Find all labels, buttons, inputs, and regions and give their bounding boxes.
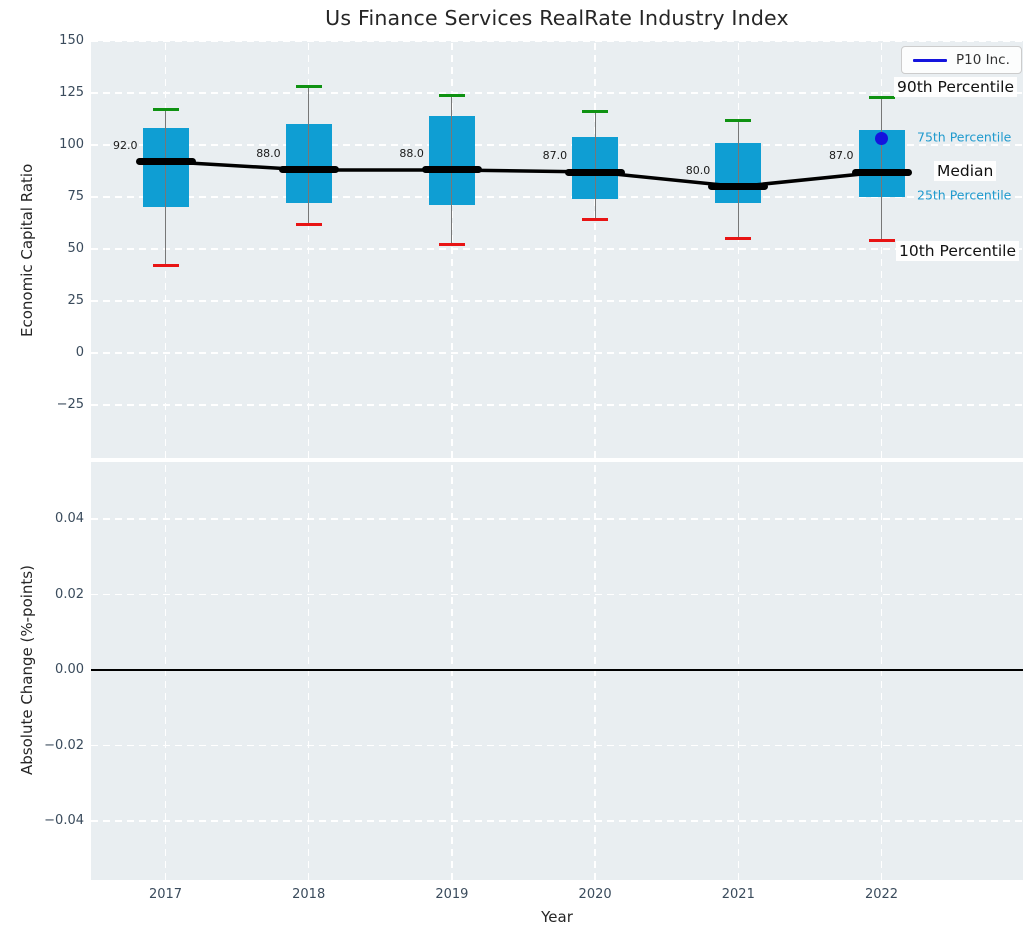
annotation-25th-percentile: 25th Percentile [917,188,1011,203]
gridline-vertical [594,462,595,880]
median-trend-line [91,41,1023,458]
x-axis-label: Year [91,908,1023,926]
y-tick-label: 75 [0,189,84,204]
top-axes-economic-capital-ratio: 92.088.088.087.080.087.0 [91,41,1023,458]
y-tick-label: −25 [0,397,84,412]
legend-line-icon [913,59,947,62]
gridline-horizontal [91,594,1023,595]
annotation-median: Median [934,161,996,181]
bottom-axes-absolute-change [91,462,1023,880]
median-segment [708,183,768,190]
gridline-vertical [308,462,309,880]
legend: P10 Inc. [901,46,1022,74]
y-tick-label: 0.02 [0,587,84,602]
median-value-label: 92.0 [76,139,138,152]
x-tick-label: 2017 [136,887,196,902]
gridline-vertical [165,462,166,880]
gridline-vertical [451,462,452,880]
chart-title: Us Finance Services RealRate Industry In… [91,6,1023,30]
y-tick-label: −0.02 [0,738,84,753]
median-value-label: 88.0 [362,147,424,160]
x-tick-label: 2019 [422,887,482,902]
figure: Us Finance Services RealRate Industry In… [0,0,1034,942]
gridline-horizontal [91,820,1023,821]
median-segment [279,166,339,173]
y-tick-label: 0.00 [0,662,84,677]
x-tick-label: 2020 [565,887,625,902]
annotation-10th-percentile: 10th Percentile [896,241,1019,261]
gridline-vertical [738,462,739,880]
y-tick-label: 150 [0,33,84,48]
median-value-label: 80.0 [648,164,710,177]
median-value-label: 88.0 [219,147,281,160]
annotation-90th-percentile: 90th Percentile [894,77,1017,97]
y-tick-label: 100 [0,137,84,152]
legend-label: P10 Inc. [956,52,1010,68]
median-value-label: 87.0 [792,149,854,162]
median-segment [852,169,912,176]
x-tick-label: 2022 [852,887,912,902]
median-segment [422,166,482,173]
gridline-horizontal [91,745,1023,746]
gridline-vertical [881,462,882,880]
median-value-label: 87.0 [505,149,567,162]
median-segment [136,158,196,165]
y-tick-label: 0 [0,345,84,360]
y-tick-label: 50 [0,241,84,256]
zero-line [91,669,1023,671]
y-tick-label: 125 [0,85,84,100]
x-tick-label: 2021 [708,887,768,902]
median-segment [565,169,625,176]
x-tick-label: 2018 [279,887,339,902]
annotation-75th-percentile: 75th Percentile [917,130,1011,145]
y-tick-label: −0.04 [0,813,84,828]
y-tick-label: 25 [0,293,84,308]
gridline-horizontal [91,518,1023,519]
y-tick-label: 0.04 [0,511,84,526]
